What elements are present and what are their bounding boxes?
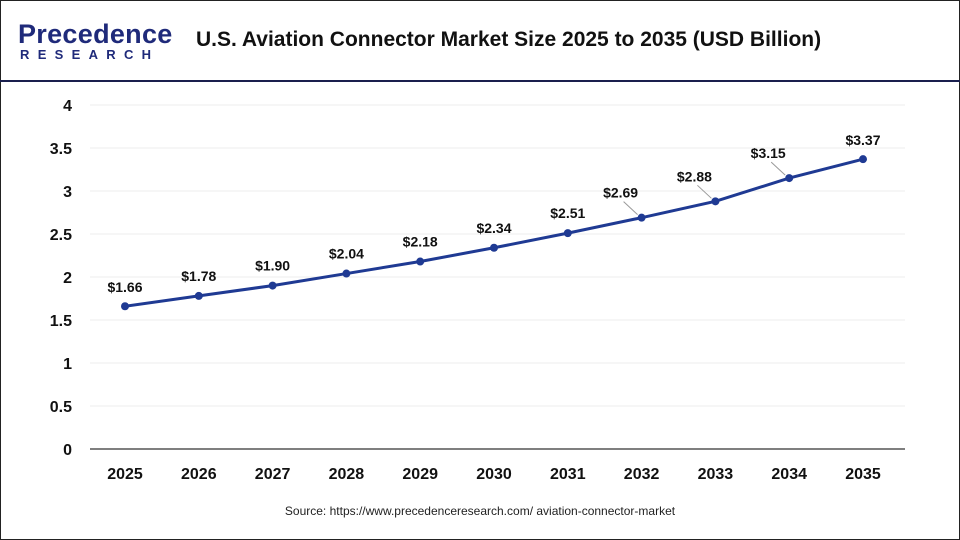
x-tick-label: 2027 bbox=[255, 466, 291, 483]
precedence-research-logo: Precedence RESEARCH bbox=[18, 20, 173, 62]
chart-title: U.S. Aviation Connector Market Size 2025… bbox=[196, 28, 822, 51]
x-tick-label: 2029 bbox=[402, 466, 438, 483]
data-label: $2.34 bbox=[476, 220, 511, 236]
x-tick-label: 2025 bbox=[107, 466, 143, 483]
data-label: $1.78 bbox=[181, 268, 216, 284]
header: Precedence RESEARCH U.S. Aviation Connec… bbox=[0, 0, 960, 82]
data-label: $2.51 bbox=[550, 205, 585, 221]
y-tick-label: 2 bbox=[63, 270, 72, 287]
data-point bbox=[859, 155, 867, 164]
x-tick-label: 2034 bbox=[771, 466, 807, 483]
label-leader-line bbox=[623, 201, 638, 216]
x-tick-label: 2031 bbox=[550, 466, 586, 483]
x-tick-label: 2026 bbox=[181, 466, 217, 483]
data-point bbox=[637, 213, 646, 222]
x-tick-label: 2032 bbox=[624, 466, 660, 483]
data-label: $3.37 bbox=[845, 132, 880, 148]
y-tick-label: 1.5 bbox=[50, 313, 72, 330]
y-tick-label: 3 bbox=[63, 184, 72, 201]
data-point bbox=[268, 281, 277, 290]
data-point bbox=[490, 243, 498, 252]
data-label: $1.90 bbox=[255, 258, 290, 274]
y-tick-label: 0.5 bbox=[50, 399, 72, 416]
logo-text: Precedence bbox=[18, 19, 173, 49]
x-tick-label: 2028 bbox=[329, 466, 365, 483]
data-label: $1.66 bbox=[107, 279, 142, 295]
x-tick-label: 2033 bbox=[698, 466, 734, 483]
data-point bbox=[785, 174, 794, 183]
source-text: Source: https://www.precedenceresearch.c… bbox=[284, 504, 676, 518]
y-tick-label: 2.5 bbox=[50, 227, 72, 244]
data-label: $2.18 bbox=[403, 234, 438, 250]
data-label: $2.04 bbox=[329, 246, 364, 262]
data-point bbox=[121, 302, 129, 311]
data-label: $3.15 bbox=[751, 145, 786, 161]
y-tick-label: 4 bbox=[63, 98, 72, 115]
x-tick-label: 2030 bbox=[476, 466, 512, 483]
data-point bbox=[563, 229, 572, 238]
data-point bbox=[416, 257, 425, 266]
label-leader-line bbox=[697, 184, 712, 199]
y-tick-label: 0 bbox=[63, 442, 72, 459]
logo-subtext: RESEARCH bbox=[20, 47, 160, 62]
label-leader-line bbox=[770, 161, 786, 176]
y-tick-label: 3.5 bbox=[50, 141, 72, 158]
data-point bbox=[194, 291, 203, 300]
data-point bbox=[711, 197, 720, 206]
data-label: $2.88 bbox=[677, 168, 712, 184]
y-tick-label: 1 bbox=[63, 356, 72, 373]
x-tick-label: 2035 bbox=[845, 466, 881, 483]
data-point bbox=[342, 269, 351, 278]
data-label: $2.69 bbox=[603, 185, 638, 201]
